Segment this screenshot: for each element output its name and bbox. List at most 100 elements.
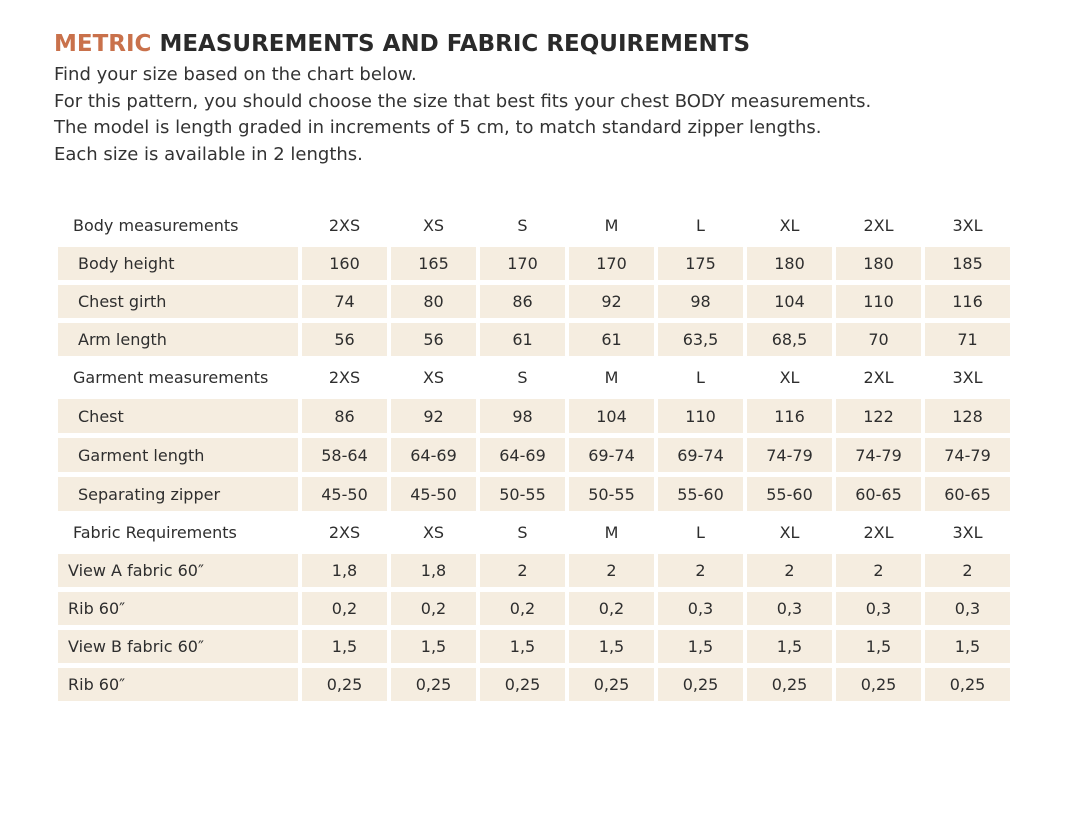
table-cell: 180 [836,247,921,280]
table-cell: 60-65 [836,477,921,511]
table-cell: 0,25 [391,668,476,701]
size-header-cell: XL [779,523,800,542]
table-cell: 0,2 [391,592,476,625]
size-header-cell: L [696,216,705,235]
table-cell: 74-79 [836,438,921,472]
table-cell: 56 [391,323,476,356]
intro-text: Find your size based on the chart below.… [54,62,871,169]
table-cell: 0,25 [480,668,565,701]
table-cell: 0,25 [658,668,743,701]
row-label: Body height [58,247,298,280]
size-header-cell: 2XL [863,368,894,387]
row-label: Chest girth [58,285,298,318]
table-cell: 170 [480,247,565,280]
size-header-cell: 2XS [328,368,361,387]
table-cell: 0,3 [925,592,1010,625]
table-cell: 0,2 [480,592,565,625]
table-cell: 70 [836,323,921,356]
table-row: Garment length 58-64 64-69 64-69 69-74 69-74 7… [58,438,1011,472]
table-cell: 104 [747,285,832,318]
size-header-cell: 3XL [952,368,983,387]
table-cell: 1,5 [658,630,743,663]
table-cell: 45-50 [391,477,476,511]
table-row: Chest 86 92 98 104 110 116 122 128 [58,399,1011,433]
table-row: View A fabric 60″ 1,8 1,8 2 2 2 2 2 2 [58,554,1011,587]
table-cell: 0,25 [302,668,387,701]
section-header-label: Fabric Requirements [73,523,237,542]
table-cell: 50-55 [480,477,565,511]
table-cell: 122 [836,399,921,433]
size-header-cell: 2XL [863,216,894,235]
table-cell: 86 [480,285,565,318]
table-cell: 45-50 [302,477,387,511]
table-cell: 2 [836,554,921,587]
table-cell: 0,25 [925,668,1010,701]
size-header-cell: S [517,368,528,387]
size-header-cell: XS [422,523,445,542]
table-cell: 2 [480,554,565,587]
section-header-row: Garment measurements 2XS XS S M L XL 2XL 3XL [58,361,1011,394]
row-label: View B fabric 60″ [58,630,298,663]
title-rest: MEASUREMENTS AND FABRIC REQUIREMENTS [151,31,751,57]
table-row: Rib 60″ 0,25 0,25 0,25 0,25 0,25 0,25 0,25 0,25 [58,668,1011,701]
table-cell: 55-60 [747,477,832,511]
table-cell: 61 [480,323,565,356]
table-cell: 1,5 [925,630,1010,663]
size-header-cell: S [517,523,528,542]
size-chart-table: Body measurements 2XS XS S M L XL 2XL 3XL Body he… [58,209,1011,706]
size-header-cell: 3XL [952,216,983,235]
table-cell: 56 [302,323,387,356]
size-header-cell: XL [779,368,800,387]
section-header-label: Garment measurements [73,368,269,387]
table-cell: 0,25 [836,668,921,701]
row-label: View A fabric 60″ [58,554,298,587]
table-row: View B fabric 60″ 1,5 1,5 1,5 1,5 1,5 1,5 1,5 1,… [58,630,1011,663]
table-row: Body height 160 165 170 170 175 180 180 185 [58,247,1011,280]
table-cell: 165 [391,247,476,280]
table-cell: 98 [480,399,565,433]
size-header-cell: M [604,368,619,387]
table-cell: 50-55 [569,477,654,511]
table-cell: 2 [658,554,743,587]
table-cell: 104 [569,399,654,433]
table-row: Chest girth 74 80 86 92 98 104 110 116 [58,285,1011,318]
table-cell: 2 [569,554,654,587]
table-cell: 92 [569,285,654,318]
page-title: METRIC MEASUREMENTS AND FABRIC REQUIREME… [54,31,750,57]
size-header-cell: M [604,523,619,542]
size-header-cell: XS [422,216,445,235]
intro-line: Find your size based on the chart below. [54,64,417,85]
section-header-label: Body measurements [73,216,239,235]
table-cell: 0,25 [569,668,654,701]
table-cell: 116 [925,285,1010,318]
table-row: Separating zipper 45-50 45-50 50-55 50-55 55-… [58,477,1011,511]
row-label: Garment length [58,438,298,472]
table-cell: 1,5 [480,630,565,663]
table-cell: 2 [925,554,1010,587]
table-cell: 1,5 [302,630,387,663]
table-cell: 92 [391,399,476,433]
table-cell: 64-69 [391,438,476,472]
intro-line: For this pattern, you should choose the … [54,90,872,112]
size-header-cell: 3XL [952,523,983,542]
table-cell: 175 [658,247,743,280]
table-row: Arm length 56 56 61 61 63,5 68,5 70 71 [58,323,1011,356]
table-cell: 71 [925,323,1010,356]
section-header-row: Body measurements 2XS XS S M L XL 2XL 3XL [58,209,1011,242]
table-cell: 63,5 [658,323,743,356]
size-header-cell: S [517,216,528,235]
table-cell: 0,2 [569,592,654,625]
table-cell: 1,5 [836,630,921,663]
table-cell: 1,8 [302,554,387,587]
table-cell: 0,3 [658,592,743,625]
table-cell: 170 [569,247,654,280]
table-cell: 128 [925,399,1010,433]
table-cell: 86 [302,399,387,433]
table-cell: 69-74 [658,438,743,472]
intro-line: Each size is available in 2 lengths. [54,144,363,166]
size-header-cell: M [604,216,619,235]
row-label: Arm length [58,323,298,356]
table-cell: 0,3 [747,592,832,625]
row-label: Rib 60″ [58,592,298,625]
table-cell: 1,5 [391,630,476,663]
